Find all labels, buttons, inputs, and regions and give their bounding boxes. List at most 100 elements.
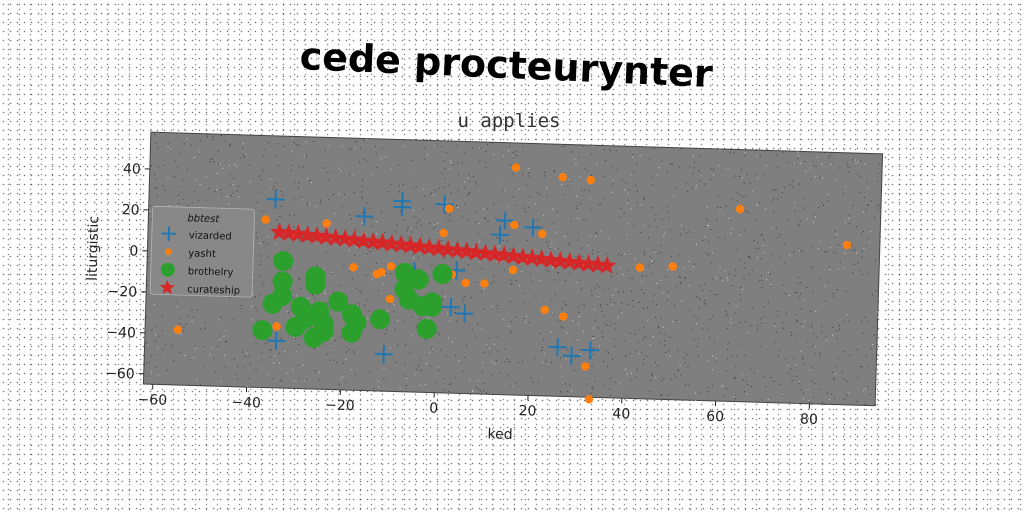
x-tick-label: −40 [231,395,261,412]
curateship-point [391,234,411,253]
vizarded-point [266,190,285,209]
curateship-point [485,244,505,263]
vizarded-point [374,345,393,364]
legend-entry-curateship: curateship [159,279,240,297]
brothelry-point [416,318,437,339]
vizarded-point [435,195,454,214]
vizarded-point [490,225,509,244]
yasht-point [538,229,547,239]
legend-label: brothelry [188,266,234,278]
brothelry-point [303,327,324,348]
y-tick-label: 20 [122,202,140,219]
legend-marker-vizarded [161,226,177,241]
curateship-point [578,253,598,273]
curateship-point [466,242,486,261]
curateship-point [382,233,402,253]
curateship-point [363,231,383,251]
vizarded-point [523,218,543,237]
yasht-point [584,395,594,404]
x-tick-label: 0 [429,401,438,417]
legend-label: vizarded [189,230,232,242]
yasht-point [349,263,358,272]
series-curateship [269,222,617,274]
legend-box [149,205,255,298]
brothelry-point [305,274,326,295]
vizarded-point [355,207,374,226]
yasht-point [173,325,183,334]
curateship-point [401,235,421,254]
x-tick-label: −60 [137,392,167,409]
curateship-point [372,232,392,252]
legend-title: bbtest [187,213,220,225]
yasht-point [842,240,852,250]
y-tick-label: 0 [129,243,138,259]
legend-marker-curateship [159,279,175,295]
vizarded-point [441,298,460,317]
chart-subtitle: u applies [458,110,561,132]
brothelry-point [262,293,283,314]
yasht-point [461,278,470,288]
vizarded-point [581,341,600,360]
series-yasht [173,163,852,404]
yasht-point [385,294,395,304]
vizarded-point [548,338,567,357]
y-tick-label: −40 [106,325,136,342]
legend-marker-brothelry [160,262,175,277]
brothelry-point [252,320,273,341]
curateship-point [475,243,495,262]
curateship-point [307,226,327,245]
yasht-point [510,220,519,230]
curateship-point [344,229,364,249]
yasht-point [558,172,567,182]
curateship-point [429,238,449,257]
legend-marker-yasht [165,248,172,256]
yasht-point [559,312,568,321]
brothelry-point [341,322,362,343]
legend-label: yasht [188,248,216,260]
legend-entry-brothelry: brothelry [160,262,234,279]
yasht-point [511,163,521,172]
yasht-point [668,262,677,271]
brothelry-point [328,291,349,312]
vizarded-point [267,331,286,350]
curateship-point [457,241,477,260]
curateship-point [298,225,317,244]
series-brothelry [252,251,453,348]
brothelry-point [422,296,443,317]
yasht-point [735,204,745,214]
yasht-point [261,215,270,224]
y-tick-label: −20 [107,284,137,301]
curateship-point [531,249,552,268]
legend: bbtest vizarded yasht brothelry curateship [149,205,255,298]
curateship-point [316,226,336,246]
legend-entry-vizarded: vizarded [161,226,232,243]
curateship-point [326,228,346,247]
yasht-point [386,262,396,271]
brothelry-point [272,271,293,292]
curateship-point [279,223,299,242]
yasht-point [439,228,448,238]
curateship-point [503,246,523,265]
curateship-point [569,253,589,272]
curateship-point [541,250,561,269]
y-tick-label: −60 [105,366,135,383]
brothelry-point [285,317,306,338]
curateship-point [269,222,289,241]
curateship-point [410,236,430,255]
yasht-point [272,322,281,331]
curateship-point [560,252,580,271]
yasht-point [480,279,489,288]
y-tick-label: 40 [123,161,141,178]
curateship-point [335,228,355,248]
curateship-point [438,239,458,258]
curateship-point [447,240,467,259]
brothelry-point [432,264,453,285]
yasht-point [581,362,590,371]
brothelry-point [370,309,391,330]
vizarded-point [455,304,474,323]
curateship-point [597,255,617,274]
yasht-point [586,175,595,185]
curateship-point [513,247,533,266]
curateship-point [354,230,374,250]
